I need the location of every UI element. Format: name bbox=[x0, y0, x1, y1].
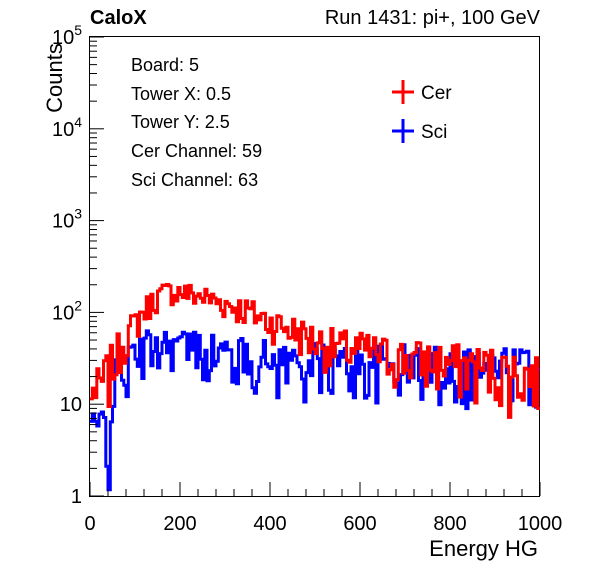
y-tick-label: 102 bbox=[52, 297, 82, 324]
x-axis-ticks: 0 200 400 600 800 1000 bbox=[84, 482, 562, 535]
legend-sci-label: Sci bbox=[421, 122, 447, 143]
legend-cer-label: Cer bbox=[421, 83, 452, 104]
x-tick-label: 200 bbox=[163, 513, 196, 535]
plot-frame bbox=[89, 36, 540, 497]
x-tick-label: 600 bbox=[343, 513, 376, 535]
y-axis-ticks: 1 10 102 103 104 105 bbox=[52, 22, 104, 508]
x-tick-label: 1000 bbox=[518, 513, 563, 535]
cer-histogram-line bbox=[90, 283, 540, 419]
y-tick-label: 10 bbox=[60, 394, 82, 416]
x-tick-label: 0 bbox=[84, 513, 95, 535]
info-tower-y: Tower Y: 2.5 bbox=[131, 112, 230, 132]
sci-series-group bbox=[90, 329, 540, 492]
y-axis-label: Counts bbox=[42, 43, 67, 113]
info-sci-channel: Sci Channel: 63 bbox=[131, 170, 258, 190]
info-tower-x: Tower X: 0.5 bbox=[131, 84, 231, 104]
y-tick-label: 104 bbox=[52, 114, 82, 141]
legend: Cer Sci bbox=[392, 80, 452, 143]
cer-series-group bbox=[90, 283, 540, 419]
legend-cer-marker bbox=[392, 80, 414, 104]
brand-label: CaloX bbox=[90, 7, 147, 29]
x-axis-label: Energy HG bbox=[429, 536, 538, 561]
y-tick-label: 1 bbox=[71, 486, 82, 508]
run-info-label: Run 1431: pi+, 100 GeV bbox=[325, 7, 541, 29]
y-tick-label: 105 bbox=[52, 22, 82, 49]
x-tick-label: 800 bbox=[433, 513, 466, 535]
info-cer-channel: Cer Channel: 59 bbox=[131, 141, 262, 161]
x-tick-label: 400 bbox=[253, 513, 286, 535]
legend-sci-marker bbox=[392, 119, 414, 143]
info-board: Board: 5 bbox=[131, 55, 199, 75]
sci-histogram-line bbox=[90, 329, 540, 492]
y-tick-label: 103 bbox=[52, 206, 82, 233]
info-box: Board: 5 Tower X: 0.5 Tower Y: 2.5 Cer C… bbox=[131, 55, 262, 190]
